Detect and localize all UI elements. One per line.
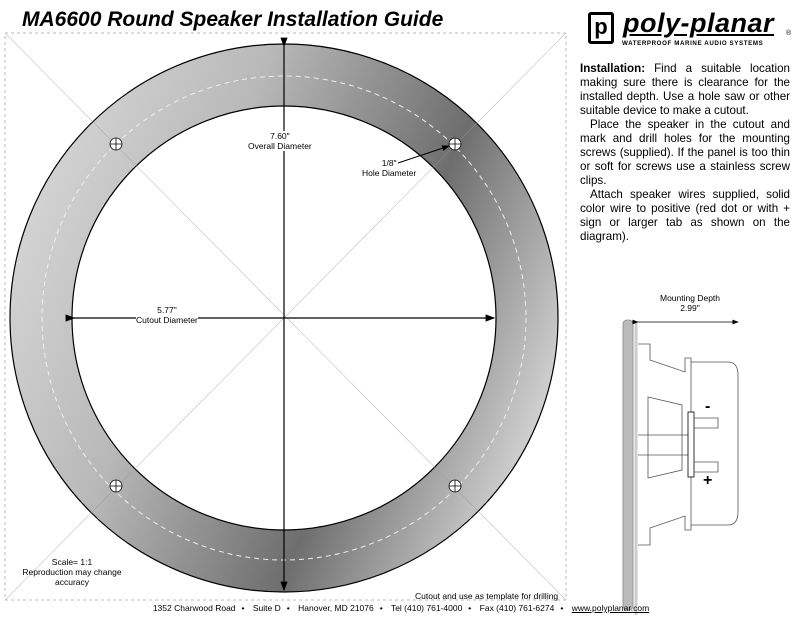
screw-holes: [109, 137, 462, 493]
separator: •: [241, 603, 245, 613]
instruction-paragraph-1: Installation: Find a suitable location m…: [580, 62, 790, 118]
footer-address: 1352 Charwood Road: [152, 603, 236, 613]
footer-website-link[interactable]: www.polyplanar.com: [571, 603, 650, 613]
screw-hole-icon: [109, 137, 123, 151]
screw-hole-icon: [448, 137, 462, 151]
hole-diameter-text: Hole Diameter: [362, 168, 417, 178]
hole-diameter-value: 1/8": [381, 158, 397, 168]
hole-diameter-label: 1/8" Hole Diameter: [362, 158, 416, 178]
cutout-note: Cutout and use as template for drilling: [415, 591, 559, 601]
mounting-depth-label: Mounting Depth 2.99": [660, 293, 720, 313]
overall-diameter-label: 7.60" Overall Diameter: [248, 131, 312, 151]
speaker-side-view: [622, 319, 739, 615]
hole-pointer: [397, 145, 450, 164]
negative-terminal-label: -: [705, 398, 711, 415]
separator: •: [468, 603, 472, 613]
poly-planar-logo: p poly-planar ® WATERPROOF MARINE AUDIO …: [588, 8, 798, 50]
mounting-depth-text: Mounting Depth: [660, 293, 721, 303]
screw-hole-icon: [109, 479, 123, 493]
logo-wordmark: poly-planar: [623, 8, 775, 38]
overall-diameter-text: Overall Diameter: [248, 141, 312, 151]
logo-registered: ®: [786, 30, 792, 37]
separator: •: [286, 603, 290, 613]
scale-note: Scale= 1:1 Reproduction may change accur…: [22, 557, 122, 587]
scale-ratio: Scale= 1:1: [51, 557, 93, 567]
instruction-paragraph-3: Attach speaker wires supplied, solid col…: [580, 188, 790, 243]
cutout-diameter-text: Cutout Diameter: [136, 315, 198, 325]
page-title: MA6600 Round Speaker Installation Guide: [22, 8, 444, 31]
separator: •: [379, 603, 383, 613]
separator: •: [560, 603, 564, 613]
screw-hole-icon: [448, 479, 462, 493]
mounting-depth-value: 2.99": [680, 303, 700, 313]
installation-instructions: Installation: Find a suitable location m…: [580, 62, 790, 244]
positive-terminal-label: +: [703, 472, 713, 489]
cutout-diameter-value: 5.77": [157, 305, 177, 315]
cutout-diameter-label: 5.77" Cutout Diameter: [136, 305, 198, 325]
instructions-heading: Installation:: [580, 62, 646, 75]
footer-fax: Fax (410) 761-6274: [479, 603, 555, 613]
footer-phone: Tel (410) 761-4000: [390, 603, 463, 613]
footer-suite: Suite D: [252, 603, 281, 613]
logo-tagline: WATERPROOF MARINE AUDIO SYSTEMS: [622, 40, 764, 47]
overall-diameter-value: 7.60": [270, 131, 290, 141]
scale-warning: Reproduction may change accuracy: [22, 567, 122, 587]
footer-contact: 1352 Charwood Road • Suite D • Hanover, MD…: [0, 603, 802, 613]
instruction-text-1: Find a suitable location making sure the…: [580, 62, 790, 117]
logo-mark: p: [588, 12, 614, 44]
instruction-paragraph-2: Place the speaker in the cutout and mark…: [580, 118, 790, 187]
footer-city: Hanover, MD 21076: [298, 603, 374, 613]
